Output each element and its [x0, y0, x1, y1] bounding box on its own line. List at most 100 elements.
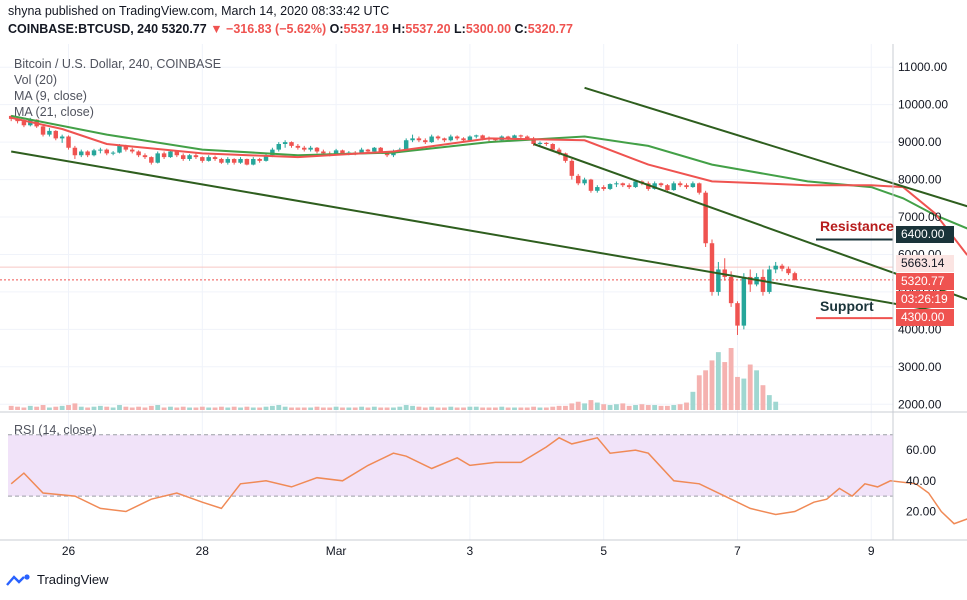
volume-legend[interactable]: Vol (20)	[14, 73, 58, 87]
candle-body	[614, 183, 619, 185]
candle-body	[416, 138, 422, 141]
candle-body	[556, 149, 562, 154]
series-title[interactable]: Bitcoin / U.S. Dollar, 240, COINBASE	[14, 57, 222, 71]
volume-bar	[505, 407, 511, 410]
volume-bar	[550, 406, 556, 410]
candle-body	[403, 140, 409, 150]
candle-body	[525, 136, 530, 139]
volume-bar	[461, 407, 466, 410]
volume-bar	[295, 407, 301, 410]
candle-body	[620, 183, 626, 186]
candle-body	[537, 142, 543, 144]
candle-body	[130, 149, 135, 152]
support-resistance-levels	[0, 238, 893, 320]
rsi-line	[10, 436, 967, 525]
volume-bar	[391, 407, 396, 410]
candle-body	[575, 175, 581, 184]
volume-bar	[531, 406, 537, 410]
candle-body	[633, 181, 638, 188]
candle-body	[709, 243, 715, 292]
candle-body	[161, 153, 167, 158]
volume-bar	[276, 405, 282, 410]
candle-body	[21, 121, 27, 126]
volume-bar	[658, 405, 664, 410]
volume-bar	[690, 391, 696, 410]
volume-bar	[136, 406, 142, 410]
candle-body	[282, 142, 288, 144]
candle-body	[117, 145, 122, 153]
volume-bar	[365, 407, 371, 410]
volume-bar	[467, 406, 473, 410]
price-tick-label: 7000.00	[898, 210, 942, 224]
candle-body	[671, 183, 676, 191]
volume-bar	[97, 405, 103, 410]
candle-body	[333, 150, 339, 155]
volume-bar	[269, 405, 275, 410]
volume-bar	[231, 406, 237, 410]
candle-body	[295, 145, 301, 148]
candle-body	[225, 158, 231, 163]
support-price-tag: 4300.00	[896, 309, 954, 326]
volume-bar	[722, 362, 728, 410]
tradingview-brand[interactable]: TradingView	[6, 572, 109, 587]
volume-bar	[652, 405, 658, 410]
volume-bar	[340, 407, 345, 410]
resistance-annotation: Resistance	[820, 218, 894, 234]
candle-body	[384, 152, 390, 156]
candle-body	[454, 136, 460, 139]
rsi-tick-label: 60.00	[906, 443, 936, 457]
price-tick-label: 8000.00	[898, 173, 942, 187]
candle-body	[47, 130, 52, 135]
candle-body	[741, 276, 747, 326]
volume-bar	[715, 352, 721, 410]
volume-bar	[238, 407, 243, 410]
candle-body	[563, 153, 568, 161]
volume-bar	[524, 407, 530, 410]
candle-body	[212, 157, 218, 159]
volume-bar	[46, 407, 52, 410]
candle-body	[690, 183, 696, 188]
candle-body	[773, 265, 778, 270]
volume-bar	[21, 407, 27, 410]
volume-bar	[556, 405, 562, 410]
candle-body	[601, 187, 606, 189]
candle-body	[91, 150, 97, 156]
volume-bar	[633, 405, 638, 410]
candle-body	[658, 183, 664, 186]
volume-bar	[754, 370, 760, 410]
symbol-label[interactable]: COINBASE:BTCUSD, 240	[8, 22, 159, 36]
candle-body	[474, 135, 479, 137]
candle-body	[187, 155, 192, 159]
rsi-legend[interactable]: RSI (14, close)	[14, 423, 97, 437]
price-change: −316.83 (−5.62%)	[226, 22, 327, 36]
volume-bar	[333, 406, 339, 410]
volume-bar	[8, 405, 14, 410]
candle-body	[206, 157, 211, 161]
volume-bar	[161, 407, 167, 410]
candle-body	[142, 155, 148, 158]
candle-body	[582, 179, 587, 184]
candle-body	[722, 269, 727, 277]
volume-bar	[397, 406, 403, 410]
candle-body	[792, 273, 798, 280]
volume-bar	[129, 407, 135, 410]
volume-bar	[263, 406, 269, 410]
time-tick-label: 9	[868, 544, 875, 558]
candle-body	[66, 136, 71, 148]
volume-bar	[575, 401, 581, 410]
candle-body	[544, 142, 549, 144]
candlesticks	[8, 115, 798, 335]
volume-bars	[8, 348, 779, 410]
candle-body	[442, 138, 447, 141]
ma21-legend[interactable]: MA (21, close)	[14, 105, 94, 119]
candle-body	[289, 142, 294, 146]
time-tick-label: 26	[62, 544, 76, 558]
volume-bar	[219, 406, 224, 410]
candle-body	[98, 149, 103, 151]
volume-bar	[620, 403, 626, 410]
volume-bar	[301, 407, 307, 410]
ma9-legend[interactable]: MA (9, close)	[14, 89, 87, 103]
candle-body	[110, 152, 116, 154]
candle-body	[697, 183, 702, 193]
